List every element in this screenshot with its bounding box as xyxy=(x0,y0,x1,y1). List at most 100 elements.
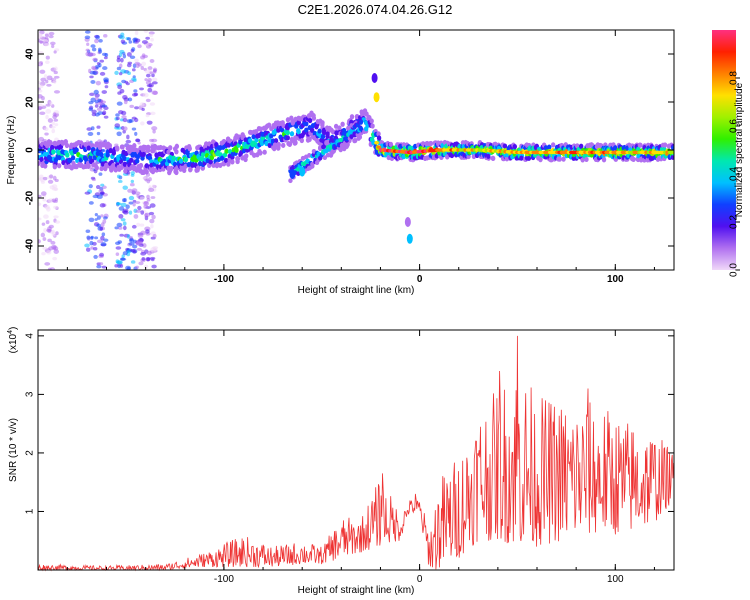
spectrogram-streak-dot xyxy=(39,40,43,44)
spectrogram-streak-dot xyxy=(150,258,155,262)
spectrogram-streak-dot xyxy=(102,66,108,71)
spectrogram-ridge-cell xyxy=(285,135,290,141)
spectrogram-streak-dot xyxy=(101,90,108,94)
spectrogram-streak-dot xyxy=(127,97,133,102)
spectrogram-streak-dot xyxy=(85,247,91,252)
spectrogram-x-ticks: -100 0 100 xyxy=(66,30,655,285)
spectrogram-streak-dot xyxy=(96,125,101,129)
spectrogram-streak-dot xyxy=(122,251,128,256)
spectrogram-streak-dot xyxy=(121,115,127,119)
spectrogram-streak-dot xyxy=(46,250,52,255)
y-tick-label: 4 xyxy=(25,333,36,339)
spectrogram-streak-dot xyxy=(92,194,99,199)
spectrogram-streak-dot xyxy=(51,44,55,49)
spectrogram-ridge-cell xyxy=(376,131,381,137)
spectrogram-ridge-cell xyxy=(325,131,330,137)
spectrogram-branch-cell xyxy=(358,126,364,132)
spectrogram-streak-dot xyxy=(145,73,151,78)
spectrogram-streak-dot xyxy=(86,235,91,240)
spectrogram-streak-dot xyxy=(54,178,59,182)
spectrogram-streak-dot xyxy=(122,225,127,231)
spectrogram-streak-dot xyxy=(141,61,147,66)
spectrogram-ridge-cell xyxy=(285,117,291,123)
spectrogram-ridge-cell xyxy=(56,163,62,169)
spectrogram-streak-dot xyxy=(45,220,50,225)
spectrogram-ridge-cell xyxy=(448,152,453,158)
spectrogram-ridge-cell xyxy=(51,149,56,155)
spectrogram-ridge-cell xyxy=(230,159,235,165)
spectrogram-ridge-cell xyxy=(138,162,144,169)
spectrogram-streak-dot xyxy=(38,33,43,39)
spectrogram-ridge-cell xyxy=(561,156,566,162)
spectrogram-ridge-cell xyxy=(211,162,216,168)
spectrogram-streak-dot xyxy=(116,202,122,206)
spectrogram-streak-dot xyxy=(152,234,157,238)
spectrogram-streak-dot xyxy=(117,226,123,230)
spectrogram-streak-dot xyxy=(147,66,153,71)
spectrogram-ridge-cell xyxy=(580,157,585,163)
spectrogram-ridge-cell xyxy=(48,140,53,146)
spectrogram-ridge-cell xyxy=(134,158,140,164)
spectrogram-streak-dot xyxy=(115,113,120,117)
spectrogram-streak-dot xyxy=(115,241,121,245)
spectrogram-ridge-cell xyxy=(215,151,220,157)
spectrogram-streak-dot xyxy=(96,239,104,244)
spectrogram-streak-dot xyxy=(126,63,132,68)
spectrogram-streak-dot xyxy=(131,77,137,81)
spectrogram-streak-dot xyxy=(92,246,98,251)
spectrogram-streak-dot xyxy=(147,87,153,93)
spectrogram-streak-dot xyxy=(115,246,122,250)
spectrogram-ridge-cell xyxy=(259,140,265,147)
x-tick-label: 0 xyxy=(417,274,423,285)
spectrogram-ridge-cell xyxy=(146,147,151,153)
spectrogram-streak-dot xyxy=(87,131,94,136)
spectrogram-streak-dot xyxy=(39,84,44,89)
spectrogram-ridge-cell xyxy=(86,141,92,147)
spectrogram-streak-dot xyxy=(151,90,158,95)
spectrogram-branch-cell xyxy=(355,132,360,138)
spectrogram-streak-dot xyxy=(114,226,119,230)
spectrogram-streak-dot xyxy=(130,171,135,176)
spectrogram-streak-dot xyxy=(95,185,101,190)
spectrogram-streak-dot xyxy=(150,196,156,199)
spectrogram-ridge-cell xyxy=(349,114,355,120)
colorbar-ticks: 0.0 0.2 0.4 0.6 0.8 xyxy=(729,71,740,277)
spectrogram-ridge-cell xyxy=(200,152,206,158)
spectrogram-streak-dot xyxy=(50,240,56,245)
spectrogram-streak-dot xyxy=(44,132,49,136)
spectrogram-streak-dot xyxy=(93,254,98,259)
spectrogram-streak-dot xyxy=(88,107,93,112)
x-tick-label: 0 xyxy=(417,574,423,585)
spectrogram-streak-dot xyxy=(96,131,101,136)
spectrogram-streak-dot xyxy=(129,55,136,59)
spectrogram-ridge-cell xyxy=(166,149,171,155)
spectrogram-ridge-cell xyxy=(61,159,66,166)
spectrogram-streak-dot xyxy=(54,137,59,142)
spectrogram-streak-dot xyxy=(142,176,147,180)
spectrogram-ridge-cell xyxy=(39,156,44,163)
spectrogram-streak-dot xyxy=(53,215,59,219)
spectrogram-ridge-cell xyxy=(557,156,562,162)
spectrogram-streak-dot xyxy=(51,232,56,237)
spectrogram-ridge-cell xyxy=(578,143,584,149)
spectrogram-streak-dot xyxy=(54,123,59,127)
spectrogram-streak-dot xyxy=(143,204,149,209)
spectrogram-ridge-cell xyxy=(120,144,125,150)
x-tick-label: 100 xyxy=(607,574,624,585)
spectrogram-ridge-cell xyxy=(257,148,262,155)
spectrogram-branch-cell xyxy=(288,178,293,184)
colorbar-tick-label: 0.4 xyxy=(729,167,740,181)
spectrogram-ridge-cell xyxy=(272,142,278,148)
spectrogram-ridge-cell xyxy=(199,146,204,152)
spectrogram-streak-dot xyxy=(90,80,96,84)
spectrogram-streak-dot xyxy=(149,203,156,208)
spectrogram-streak-dot xyxy=(84,30,91,34)
spectrogram-ridge-core xyxy=(374,141,379,145)
spectrogram-streak-dot xyxy=(123,126,128,131)
spectrogram-streak-dot xyxy=(133,92,139,97)
spectrogram-streak-dot xyxy=(133,214,139,219)
spectrogram-streak-dot xyxy=(128,119,134,123)
spectrogram-ridge-cell xyxy=(208,159,213,165)
spectrogram-streak-dot xyxy=(116,131,122,137)
spectrogram-streak-dot xyxy=(148,187,155,193)
